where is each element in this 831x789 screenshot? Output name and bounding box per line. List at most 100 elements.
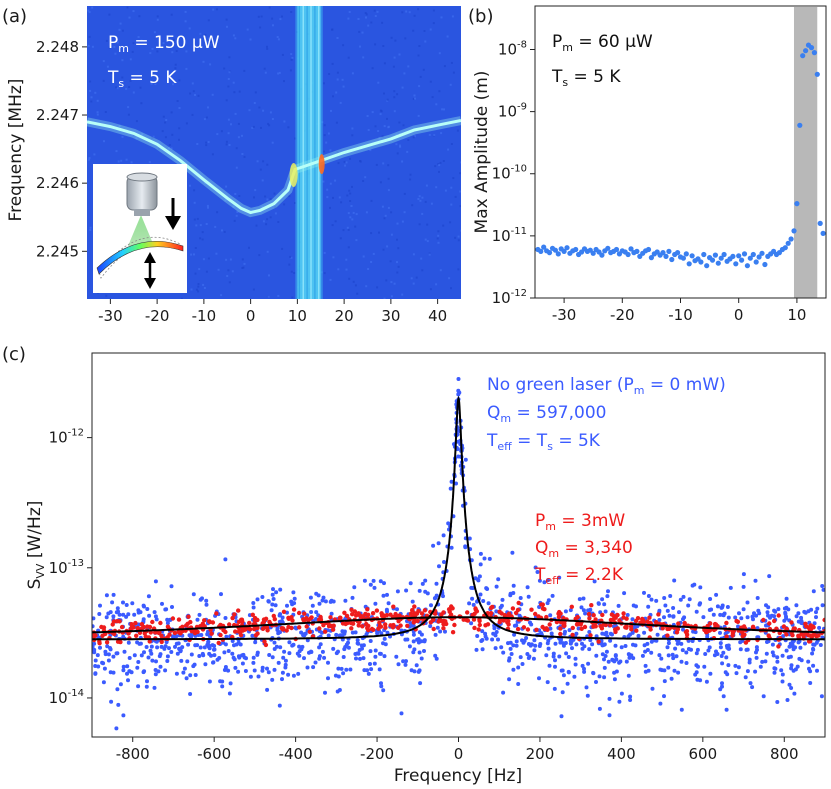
spectrogram-noise-speck <box>383 217 386 220</box>
blue-data-point <box>782 606 787 611</box>
blue-data-point <box>630 617 635 622</box>
blue-data-point <box>449 545 454 550</box>
spectrogram-noise-speck <box>116 41 119 44</box>
blue-data-point <box>784 648 789 653</box>
blue-data-point <box>184 676 189 681</box>
blue-data-point <box>109 699 114 704</box>
red-data-point <box>410 608 415 613</box>
blue-data-point <box>93 658 98 663</box>
blue-data-point <box>603 654 608 658</box>
blue-data-point <box>93 671 98 676</box>
spectrogram-noise-speck <box>212 8 215 11</box>
spectrogram-noise-speck <box>450 186 453 189</box>
red-data-point <box>790 633 795 638</box>
spectrogram-noise-speck <box>254 91 257 94</box>
blue-data-point <box>248 674 253 679</box>
spectrogram-noise-speck <box>442 224 445 227</box>
blue-data-point <box>291 642 296 647</box>
spectrogram-noise-speck <box>349 216 352 219</box>
spectrogram-noise-speck <box>331 224 334 227</box>
spectrogram-noise-speck <box>384 214 387 217</box>
red-data-point <box>724 634 729 639</box>
blue-data-point <box>428 624 433 629</box>
spectrogram-noise-speck <box>328 73 331 75</box>
spectrogram-noise-speck <box>148 161 151 164</box>
blue-data-point <box>158 664 163 669</box>
red-data-point <box>761 617 766 623</box>
spectrogram-noise-speck <box>88 35 91 38</box>
blue-data-point <box>619 691 624 696</box>
red-data-point <box>641 620 646 625</box>
spectrogram-noise-speck <box>87 9 90 12</box>
spectrogram-noise-speck <box>225 140 228 143</box>
spectrogram-noise-speck <box>412 282 415 285</box>
spectrogram-noise-speck <box>387 206 390 209</box>
blue-data-point <box>580 646 585 651</box>
blue-data-point <box>546 646 551 651</box>
spectrogram-noise-speck <box>337 268 340 271</box>
blue-data-point <box>223 616 228 620</box>
spectrogram-noise-speck <box>168 147 170 150</box>
blue-data-point <box>583 611 588 616</box>
blue-data-point <box>715 604 720 609</box>
blue-data-point <box>419 656 424 661</box>
spectrogram-noise-speck <box>373 9 376 12</box>
red-data-point <box>255 617 260 623</box>
spectrogram-noise-speck <box>291 296 294 299</box>
spectrogram-noise-speck <box>362 255 365 258</box>
blue-data-point <box>226 668 231 673</box>
blue-data-point <box>507 677 512 682</box>
blue-data-point <box>594 653 599 658</box>
blue-data-point <box>116 702 121 707</box>
blue-data-point <box>165 617 170 622</box>
blue-data-point <box>301 633 306 638</box>
blue-data-point <box>535 570 540 574</box>
blue-data-point <box>708 671 713 676</box>
blue-data-point <box>378 651 382 656</box>
blue-data-point <box>658 667 663 672</box>
blue-data-point <box>314 591 319 596</box>
blue-data-point <box>355 651 360 656</box>
spectrogram-noise-speck <box>118 125 121 127</box>
spectrogram-noise-speck <box>417 54 420 57</box>
spectrogram-noise-speck <box>366 115 369 117</box>
spectrogram-noise-speck <box>243 262 246 265</box>
red-data-point <box>416 608 421 614</box>
spectrogram-noise-speck <box>365 16 367 19</box>
spectrogram-noise-speck <box>121 135 124 138</box>
spectrogram-noise-speck <box>131 50 134 53</box>
spectrogram-noise-speck <box>418 223 421 226</box>
blue-data-point <box>385 630 390 635</box>
blue-data-point <box>669 676 674 681</box>
red-data-point <box>307 629 312 634</box>
blue-data-point <box>92 644 95 649</box>
y-tick-label: 2.246 <box>36 174 79 192</box>
blue-data-point <box>518 596 523 600</box>
red-data-point <box>472 625 477 631</box>
blue-data-point <box>132 612 137 617</box>
blue-data-point <box>559 714 564 719</box>
spectrogram-noise-speck <box>228 281 231 284</box>
blue-data-point <box>101 680 106 685</box>
data-point <box>701 251 707 258</box>
red-data-point <box>540 624 545 630</box>
blue-data-point <box>204 602 209 607</box>
blue-data-point <box>336 666 341 671</box>
red-data-point <box>317 626 322 631</box>
spectrogram-noise-speck <box>224 199 227 202</box>
blue-data-point <box>165 654 170 659</box>
blue-data-point <box>690 639 695 643</box>
blue-data-point <box>576 626 581 631</box>
spectrogram-noise-speck <box>440 132 443 135</box>
x-tick-label: -20 <box>610 306 635 324</box>
blue-data-point <box>115 687 120 692</box>
blue-data-point <box>718 612 723 617</box>
x-tick-label: -200 <box>360 745 394 763</box>
spectrogram-noise-speck <box>442 160 445 162</box>
blue-data-point <box>612 659 617 664</box>
blue-data-point <box>124 603 129 607</box>
x-tick-label: 10 <box>787 306 806 324</box>
blue-data-point <box>692 582 697 587</box>
spectrogram-noise-speck <box>268 6 271 9</box>
blue-data-point <box>587 630 592 634</box>
